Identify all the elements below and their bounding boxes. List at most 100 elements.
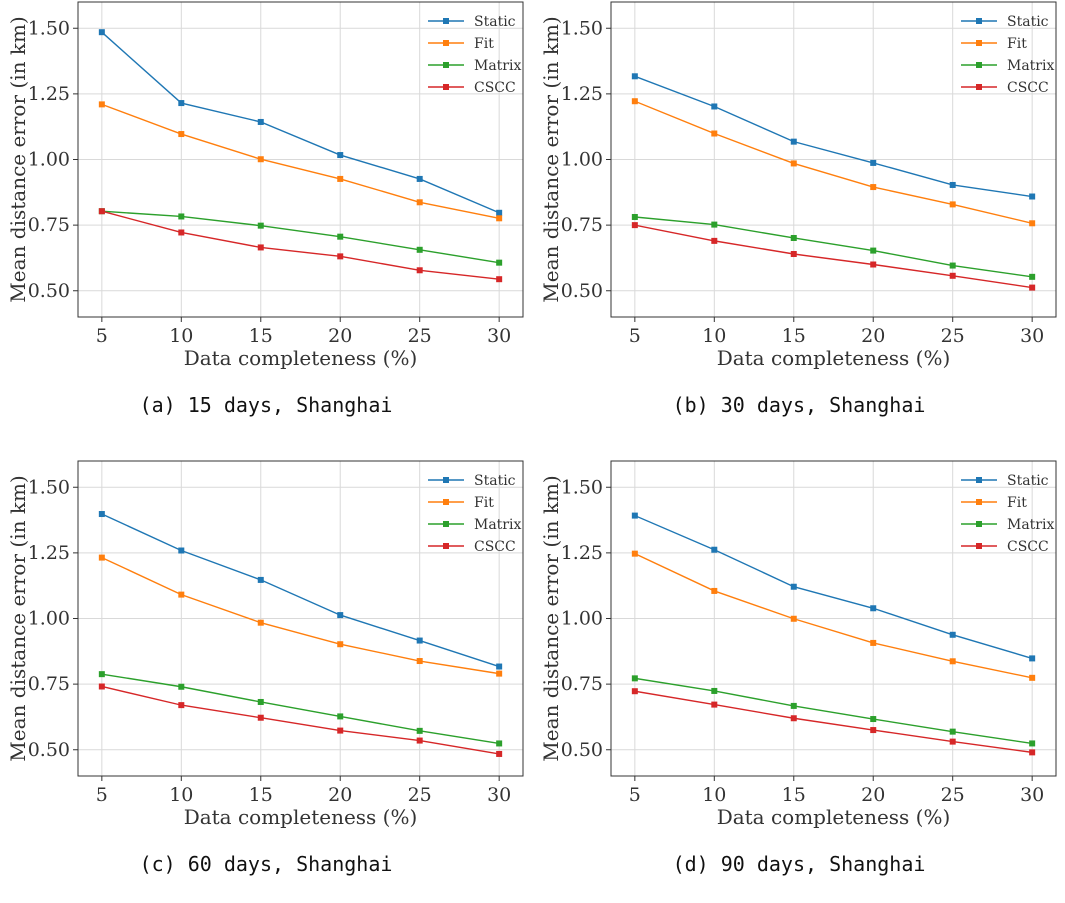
data-point-static: [178, 547, 185, 554]
data-point-cscc: [790, 251, 797, 257]
data-point-matrix: [337, 233, 344, 240]
x-tick-label: 15: [249, 325, 273, 347]
series-line-fit: [101, 103, 500, 219]
data-point-matrix: [496, 259, 503, 266]
data-point-cscc: [1029, 749, 1036, 756]
y-tick-label: 1.25: [561, 542, 603, 564]
data-point-matrix: [711, 221, 718, 228]
chart-panel-d: 5 10 15 20 25 30 0.50 0.75 1.00 1.25 1.50 Data comp…: [533, 459, 1065, 903]
series-line-cscc: [101, 685, 500, 755]
series-line-static: [634, 514, 1033, 660]
data-point-cscc: [711, 237, 718, 244]
x-tick-label: 30: [487, 784, 511, 806]
y-tick-label: 0.50: [28, 739, 70, 761]
legend-marker-fit: [443, 40, 449, 46]
data-point-fit: [631, 98, 638, 105]
y-tick-label: 1.00: [28, 608, 70, 630]
x-tick-label: 10: [702, 784, 726, 806]
x-tick-label: 25: [408, 325, 432, 347]
data-point-matrix: [790, 234, 797, 241]
y-tick-label: 0.75: [28, 673, 70, 695]
legend-marker-matrix: [443, 62, 449, 68]
legend-marker-cscc: [976, 84, 982, 90]
line-chart-c: 5 10 15 20 25 30 0.50 0.75 1.00 1.25 1.50 Data comp…: [6, 460, 524, 829]
legend-label-matrix: Matrix: [1007, 58, 1054, 74]
legend-marker-fit: [976, 499, 982, 505]
data-point-static: [98, 29, 105, 36]
chart-caption-a: (a) 15 days, Shanghai: [139, 393, 393, 417]
x-axis-label: Data completeness (%): [717, 805, 951, 829]
legend-marker-static: [443, 18, 449, 24]
data-point-matrix: [1029, 740, 1036, 747]
data-point-fit: [416, 658, 423, 665]
data-point-fit: [496, 215, 503, 222]
legend-marker-static: [976, 18, 982, 24]
y-axis-label: Mean distance error (in km): [539, 475, 563, 761]
x-tick-label: 15: [782, 325, 806, 347]
y-tick-label: 1.50: [28, 476, 70, 498]
data-point-static: [1029, 193, 1036, 200]
data-point-cscc: [416, 267, 423, 274]
y-axis-label: Mean distance error (in km): [6, 16, 30, 302]
x-tick-label: 20: [328, 784, 352, 806]
data-point-static: [870, 605, 877, 612]
y-axis-label: Mean distance error (in km): [539, 16, 563, 302]
series-line-matrix: [101, 210, 500, 264]
data-point-cscc: [496, 276, 503, 283]
x-tick-label: 5: [96, 784, 108, 806]
legend-marker-matrix: [976, 521, 982, 527]
legend-label-cscc: CSCC: [1007, 539, 1049, 555]
x-tick-label: 30: [1020, 325, 1044, 347]
series-line-static: [634, 75, 1033, 198]
data-point-static: [711, 103, 718, 110]
x-tick-label: 5: [96, 325, 108, 347]
data-point-matrix: [949, 262, 956, 269]
data-point-static: [949, 631, 956, 638]
data-point-matrix: [178, 683, 185, 690]
series-line-fit: [634, 100, 1033, 224]
data-point-matrix: [496, 740, 503, 747]
data-point-static: [178, 100, 185, 107]
line-chart-a: 5 10 15 20 25 30 0.50 0.75 1.00 1.25 1.50 Data comp…: [6, 1, 524, 370]
legend-marker-matrix: [443, 521, 449, 527]
data-point-static: [416, 637, 423, 644]
data-point-cscc: [98, 208, 105, 215]
x-tick-label: 10: [169, 325, 193, 347]
legend-marker-matrix: [976, 62, 982, 68]
x-tick-label: 20: [861, 325, 885, 347]
line-chart-b: 5 10 15 20 25 30 0.50 0.75 1.00 1.25 1.50 Data comp…: [539, 1, 1057, 370]
data-point-fit: [711, 130, 718, 137]
x-tick-label: 25: [941, 325, 965, 347]
data-point-static: [98, 511, 105, 518]
legend-label-matrix: Matrix: [474, 58, 521, 74]
data-point-static: [496, 663, 503, 670]
data-point-cscc: [416, 737, 423, 744]
y-tick-label: 1.25: [28, 542, 70, 564]
y-tick-label: 0.75: [561, 214, 603, 236]
data-point-cscc: [178, 702, 185, 709]
legend-label-static: Static: [1007, 473, 1049, 489]
data-point-static: [631, 512, 638, 519]
data-point-static: [416, 175, 423, 182]
series-line-fit: [634, 553, 1033, 679]
x-tick-label: 10: [169, 784, 193, 806]
chart-panel-c: 5 10 15 20 25 30 0.50 0.75 1.00 1.25 1.50 Data comp…: [0, 459, 532, 903]
x-axis-label: Data completeness (%): [184, 805, 418, 829]
x-tick-label: 15: [782, 784, 806, 806]
legend-label-static: Static: [474, 473, 516, 489]
data-point-cscc: [257, 244, 264, 251]
data-point-fit: [337, 175, 344, 182]
legend-label-matrix: Matrix: [474, 517, 521, 533]
data-point-fit: [178, 591, 185, 598]
chart-caption-b: (b) 30 days, Shanghai: [672, 393, 926, 417]
series-line-static: [101, 513, 500, 668]
data-point-fit: [870, 639, 877, 646]
data-point-matrix: [790, 702, 797, 709]
data-point-cscc: [631, 688, 638, 695]
data-point-static: [631, 73, 638, 80]
y-tick-label: 1.00: [561, 608, 603, 630]
legend-marker-fit: [976, 40, 982, 46]
data-point-static: [790, 583, 797, 590]
x-axis-label: Data completeness (%): [717, 346, 951, 370]
legend-marker-cscc: [976, 543, 982, 549]
